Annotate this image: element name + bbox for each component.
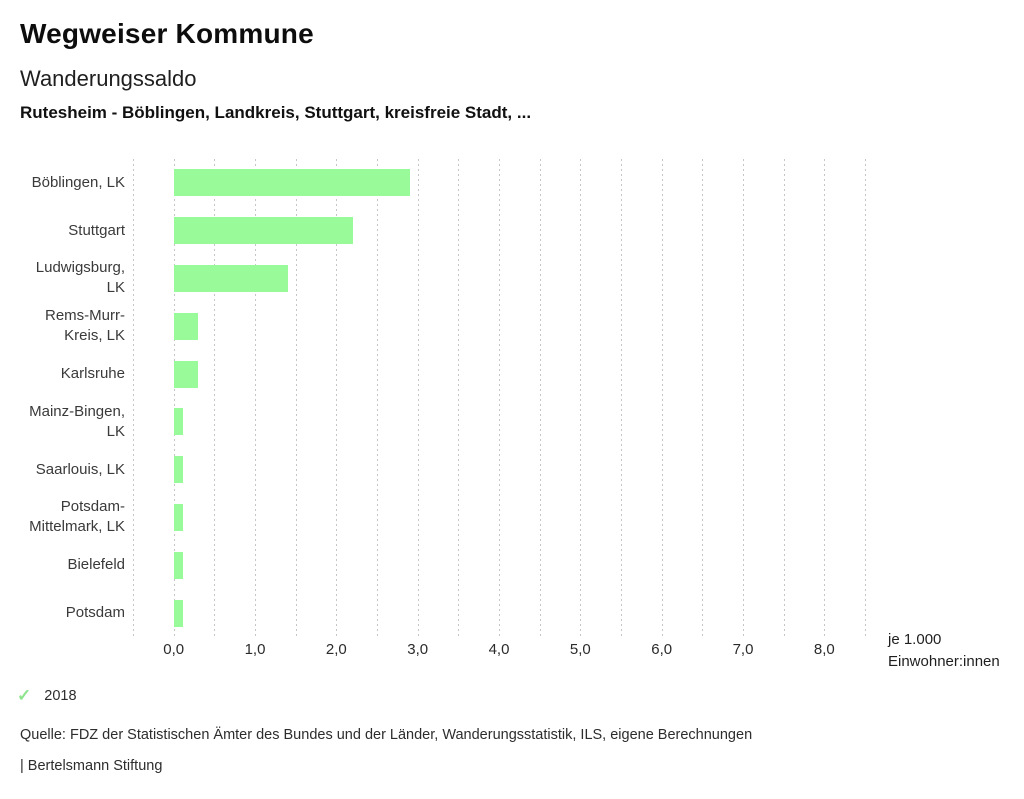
chart-comparison-subtitle: Rutesheim - Böblingen, Landkreis, Stuttg…	[20, 103, 532, 122]
gridline	[377, 159, 378, 637]
category-label: Potsdam-Mittelmark, LK	[29, 498, 125, 536]
gridline	[621, 159, 622, 637]
gridline	[783, 159, 785, 637]
category-label: Saarlouis, LK	[35, 460, 125, 478]
gridline	[539, 159, 541, 637]
x-axis-unit-label: je 1.000 Einwohner:innen	[888, 629, 1000, 673]
bar-8[interactable]	[173, 504, 184, 531]
x-axis-unit-line2: Einwohner:innen	[888, 653, 1000, 670]
category-label: Karlsruhe	[60, 365, 125, 383]
x-tick-label: 5,0	[569, 641, 591, 658]
bar-2[interactable]	[173, 217, 353, 245]
bar-4[interactable]	[173, 312, 199, 340]
bar-7[interactable]	[173, 456, 184, 484]
x-tick-label: 3,0	[407, 641, 429, 658]
chart-title: Wanderungssaldo	[20, 66, 197, 91]
gridline	[417, 159, 419, 637]
x-tick-label: 0,0	[163, 641, 185, 658]
x-axis-tick-labels: 0,0 1,0 2,0 3,0 4,0 5,0 6,0 7,0 8,0	[0, 641, 1024, 661]
gridline	[214, 159, 216, 637]
category-label: Rems-Murr-Kreis, LK	[45, 307, 125, 345]
bar-9[interactable]	[173, 551, 184, 579]
category-label: Potsdam	[65, 604, 125, 622]
gridline	[336, 159, 338, 637]
gridline	[824, 159, 826, 637]
gridline	[133, 159, 134, 637]
check-icon: ✓	[17, 686, 32, 705]
x-tick-label: 6,0	[651, 641, 673, 658]
x-tick-label: 2,0	[325, 641, 347, 658]
x-tick-label: 1,0	[244, 641, 266, 658]
x-tick-label: 7,0	[732, 641, 754, 658]
legend-year-label: 2018	[44, 687, 77, 704]
bar-chart-plot-area	[133, 159, 866, 637]
x-axis-unit-line1: je 1.000	[888, 631, 942, 648]
category-label: Böblingen, LK	[31, 173, 125, 191]
gridline	[580, 159, 582, 637]
legend-item-year[interactable]: ✓ 2018	[17, 687, 77, 704]
gridline	[295, 159, 297, 637]
x-tick-label: 4,0	[488, 641, 510, 658]
gridline	[255, 159, 256, 637]
bar-10[interactable]	[173, 599, 184, 627]
gridline	[743, 159, 744, 637]
category-label: Mainz-Bingen, LK	[29, 402, 125, 440]
gridline	[865, 159, 866, 637]
source-line: Quelle: FDZ der Statistischen Ämter des …	[20, 727, 753, 743]
bar-3[interactable]	[173, 265, 288, 292]
gridline	[702, 159, 704, 637]
x-tick-label: 8,0	[813, 641, 835, 658]
page-title: Wegweiser Kommune	[20, 18, 314, 49]
gridline	[499, 159, 500, 637]
gridline	[173, 159, 175, 637]
category-label: Ludwigsburg, LK	[35, 259, 125, 297]
category-labels-column: Böblingen, LK Stuttgart Ludwigsburg, LK Rem…	[20, 159, 125, 637]
category-label: Stuttgart	[68, 221, 125, 239]
category-label: Bielefeld	[67, 556, 125, 574]
gridline	[458, 159, 460, 637]
bar-5[interactable]	[173, 360, 199, 388]
bar-6[interactable]	[173, 408, 184, 436]
attribution-line: | Bertelsmann Stiftung	[20, 758, 163, 774]
gridline	[661, 159, 663, 637]
bar-1[interactable]	[173, 169, 410, 197]
